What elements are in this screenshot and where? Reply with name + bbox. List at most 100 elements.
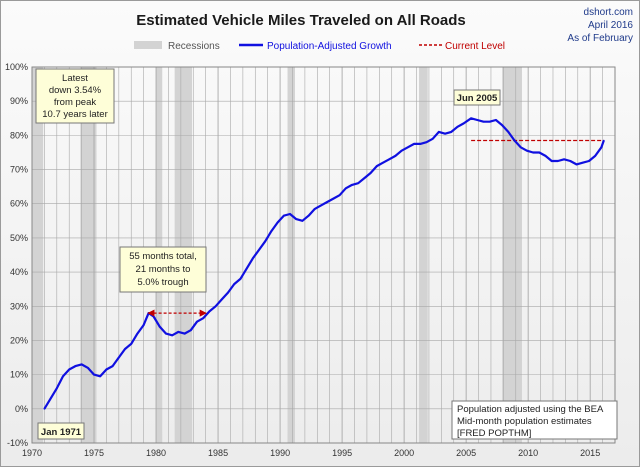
series-point: [419, 143, 422, 145]
series-point: [431, 137, 434, 140]
y-tick-label: 10%: [10, 370, 28, 380]
series-point: [569, 160, 572, 162]
series-point: [376, 165, 378, 167]
series-point: [189, 329, 192, 332]
series-point: [413, 143, 415, 145]
y-tick-label: 70%: [10, 165, 28, 175]
series-point: [152, 315, 155, 318]
series-point: [507, 131, 510, 133]
series-point: [369, 172, 372, 174]
annotation-start: Jan 1971: [37, 422, 85, 440]
y-tick-label: 20%: [10, 335, 28, 345]
series-point: [470, 117, 472, 120]
series-point: [136, 332, 139, 335]
series-point: [382, 161, 384, 164]
series-point: [538, 151, 541, 154]
series-point: [264, 240, 267, 243]
annotation-peak-box: [453, 89, 501, 106]
y-tick-label: 60%: [10, 199, 28, 209]
annotation-peak-label: Jun 2005: [457, 93, 498, 104]
series-point: [482, 120, 485, 123]
y-tick-label: 30%: [10, 301, 28, 311]
series-line-population-adjusted-growth: [43, 117, 605, 410]
annotation-note-box: [451, 400, 618, 440]
series-point: [488, 120, 491, 123]
legend-swatch-recessions: [134, 41, 162, 49]
series-point: [258, 249, 260, 251]
x-tick-label: 2010: [518, 448, 538, 458]
series-point: [603, 139, 605, 142]
y-tick-label: 100%: [5, 62, 28, 72]
annotation-latest-line-4: 10.7 years later: [42, 109, 107, 120]
series-point: [320, 204, 322, 207]
annotation-start-box: [37, 422, 85, 440]
series-point: [563, 158, 565, 161]
y-tick-label: 80%: [10, 130, 28, 140]
series-point: [526, 149, 528, 152]
annotation-latest-box: [35, 68, 115, 124]
series-point: [295, 218, 298, 220]
x-tick-label: 1995: [332, 448, 352, 458]
annotation-dip-line-2: 21 months to: [136, 264, 191, 275]
recession-band: [419, 67, 428, 443]
series-point: [544, 155, 547, 157]
series-point: [80, 363, 83, 366]
series-point: [227, 291, 229, 294]
series-point: [351, 184, 353, 186]
series-point: [124, 348, 126, 350]
series-point: [519, 146, 522, 149]
series-point: [177, 331, 180, 333]
x-tick-label: 2005: [456, 448, 476, 458]
annotation-note-line-1: Population adjusted using the BEA: [457, 404, 604, 415]
series-point: [575, 163, 578, 166]
series-point: [513, 139, 516, 142]
x-tick-label: 1980: [146, 448, 166, 458]
y-axis-tick-labels: -10% 0% 10% 20% 30% 40% 50% 60% 70% 80% 90% 100%: [5, 62, 28, 448]
legend-label-current-level: Current Level: [445, 41, 505, 52]
annotation-peak: Jun 2005: [453, 89, 501, 106]
series-point: [326, 201, 329, 203]
series-point: [43, 408, 46, 410]
series-point: [594, 155, 596, 157]
series-point: [425, 141, 428, 143]
annotation-dip-line-3: 5.0% trough: [137, 277, 188, 288]
series-point: [357, 182, 360, 185]
horizontal-gridlines: [32, 66, 615, 444]
series-point: [49, 397, 52, 400]
series-point: [105, 368, 108, 371]
series-point: [581, 161, 584, 164]
series-point: [501, 124, 503, 126]
series-point: [345, 187, 347, 190]
series-point: [276, 221, 279, 224]
series-point: [196, 320, 198, 323]
series-point: [74, 365, 77, 367]
annotation-dip: 55 months total, 21 months to 5.0% troug…: [119, 246, 207, 293]
series-point: [476, 119, 479, 121]
legend-label-growth: Population-Adjusted Growth: [267, 41, 392, 52]
annotation-dip-box: [119, 246, 207, 293]
annotation-latest-line-1: Latest: [62, 73, 88, 84]
series-point: [68, 368, 71, 371]
series-point: [338, 194, 341, 196]
recession-band: [287, 67, 295, 443]
series-point: [111, 365, 114, 367]
series-point: [208, 310, 211, 313]
series-point: [118, 356, 120, 359]
series-point: [388, 158, 391, 161]
x-axis-tick-labels: 1970 1975 1980 1985 1990 1995 2000 2005 2010 2015: [22, 448, 600, 458]
annotation-start-label: Jan 1971: [41, 427, 82, 438]
legend: Recessions Population-Adjusted Growth Cu…: [134, 41, 505, 52]
series-point: [165, 332, 167, 335]
y-tick-label: 50%: [10, 233, 28, 243]
series-point: [214, 305, 217, 308]
series-point: [130, 343, 133, 345]
series-point: [87, 367, 89, 369]
series-point: [332, 197, 335, 200]
source-site: dshort.com: [584, 7, 633, 18]
series-points: [43, 117, 605, 410]
x-tick-label: 2000: [394, 448, 414, 458]
series-point: [62, 375, 64, 378]
series-point: [301, 220, 304, 222]
